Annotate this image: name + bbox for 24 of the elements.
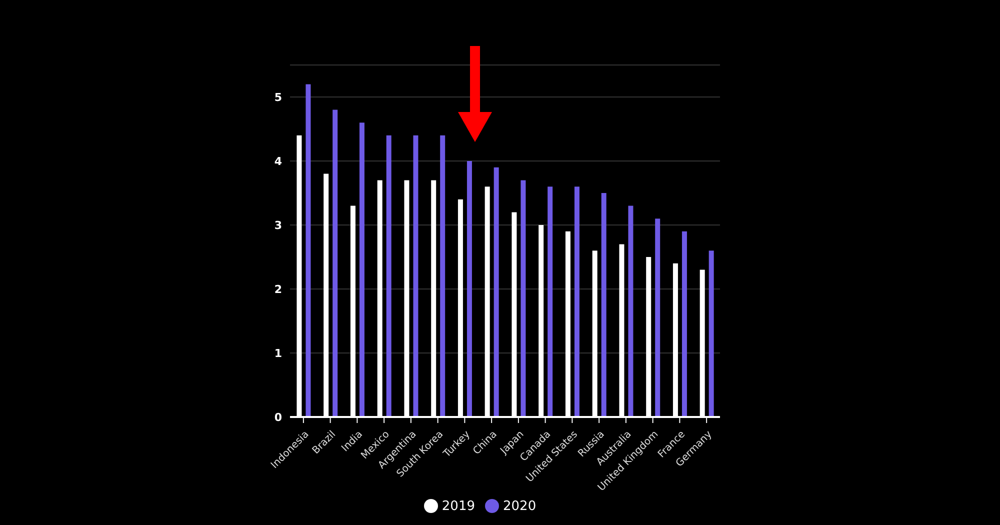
bar (386, 135, 392, 417)
y-tick-label: 2 (274, 282, 282, 296)
bar (494, 167, 499, 417)
bar (520, 180, 526, 417)
bar (413, 135, 418, 417)
legend-label: 2020 (503, 499, 536, 514)
bar (601, 193, 606, 417)
bar (548, 186, 553, 417)
bar (628, 206, 634, 417)
bar (574, 186, 580, 417)
y-tick-label: 5 (274, 90, 282, 104)
bar (359, 122, 364, 417)
bar (306, 84, 311, 417)
bar (332, 110, 338, 417)
bar (466, 161, 472, 417)
bar (708, 250, 714, 417)
bar (655, 218, 660, 417)
legend-label: 2019 (442, 499, 475, 514)
bar (682, 231, 687, 417)
y-tick-label: 3 (274, 218, 282, 232)
y-tick-label: 0 (274, 410, 282, 424)
bar (440, 135, 446, 417)
y-tick-label: 1 (274, 346, 282, 360)
y-tick-label: 4 (274, 154, 282, 168)
